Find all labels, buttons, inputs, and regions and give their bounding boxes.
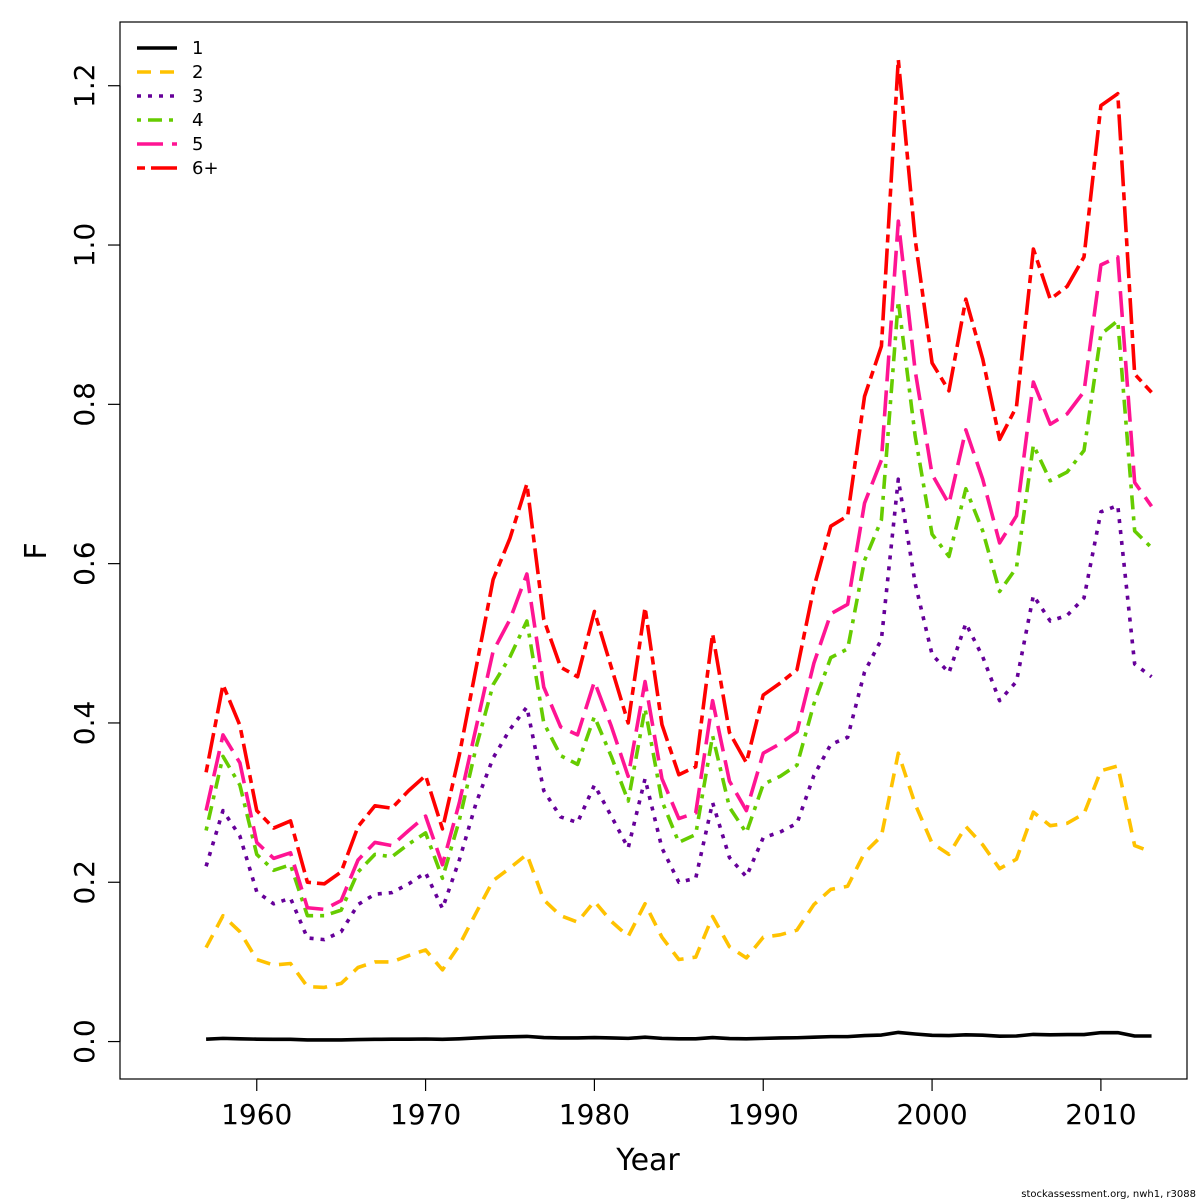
series-line-3 bbox=[204, 477, 1153, 942]
legend-label: 2 bbox=[192, 62, 203, 83]
y-tick-label: 0.8 bbox=[68, 382, 101, 427]
x-tick-label: 1990 bbox=[728, 1098, 799, 1131]
series-line-5 bbox=[204, 219, 1154, 912]
x-axis: 1960 1970 1980 1990 2000 2010 bbox=[221, 1078, 1137, 1131]
legend-label: 5 bbox=[192, 134, 203, 155]
legend-label: 3 bbox=[192, 86, 203, 107]
x-tick-label: 2010 bbox=[1065, 1098, 1136, 1131]
y-tick-label: 0.4 bbox=[68, 701, 101, 746]
y-tick-label: 0.6 bbox=[68, 541, 101, 586]
y-axis: 0.0 0.2 0.4 0.6 0.8 1.0 1.2 bbox=[68, 63, 121, 1064]
legend-label: 4 bbox=[192, 110, 203, 131]
x-axis-title: Year bbox=[615, 1143, 680, 1178]
y-tick-label: 1.2 bbox=[68, 63, 101, 108]
y-axis-title: F bbox=[19, 542, 54, 559]
series-line-1 bbox=[206, 1030, 1152, 1042]
series-line-6plus bbox=[204, 57, 1153, 886]
y-tick-label: 0.2 bbox=[68, 860, 101, 905]
series-line-4 bbox=[204, 298, 1153, 918]
legend-label: 6+ bbox=[192, 158, 219, 179]
legend-label: 1 bbox=[192, 38, 203, 59]
x-tick-label: 1960 bbox=[221, 1098, 292, 1131]
series-line-2 bbox=[204, 751, 1153, 990]
x-tick-label: 1980 bbox=[559, 1098, 630, 1131]
series-layer bbox=[204, 57, 1154, 1042]
x-tick-label: 2000 bbox=[896, 1098, 967, 1131]
y-tick-label: 0.0 bbox=[68, 1019, 101, 1064]
y-tick-label: 1.0 bbox=[68, 223, 101, 268]
legend: 1 2 3 4 5 6+ bbox=[137, 38, 219, 179]
credit-text: stockassessment.org, nwh1, r3088 bbox=[1021, 1189, 1196, 1200]
x-tick-label: 1970 bbox=[390, 1098, 461, 1131]
